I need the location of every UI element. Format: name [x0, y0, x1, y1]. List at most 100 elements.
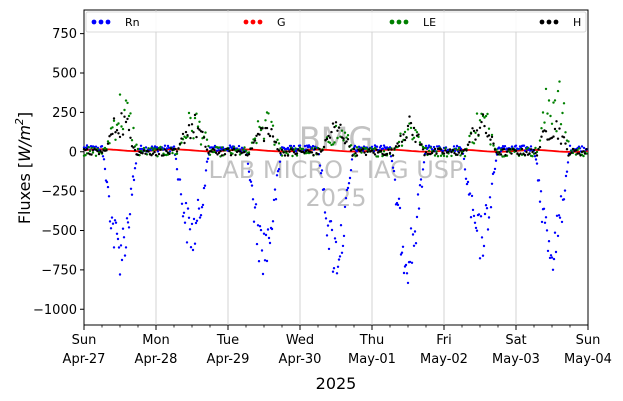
series-h-point [583, 152, 587, 155]
series-rn-point [421, 168, 425, 171]
series-le-point [333, 141, 336, 144]
series-h-point [348, 145, 351, 148]
y-axis-title-exp: 2 [13, 118, 26, 125]
y-tick-label-7: −1000 [33, 303, 77, 318]
series-le-point [244, 149, 248, 152]
series-rn-point [191, 248, 195, 252]
series-le-point [558, 80, 561, 83]
series-h-point [402, 133, 405, 136]
series-h-point [168, 152, 171, 156]
series-rn-point [337, 258, 341, 261]
series-rn-point [120, 258, 124, 262]
series-h-point [405, 136, 408, 139]
series-h-point [258, 133, 261, 136]
series-h-point [447, 150, 450, 154]
series-rn-point [469, 216, 473, 219]
series-h-point [430, 151, 434, 155]
series-rn-point [522, 144, 526, 147]
series-le-point [135, 143, 138, 146]
series-h-point [571, 147, 575, 151]
series-le-point [205, 138, 209, 141]
series-le-point [457, 146, 461, 150]
series-le-point [118, 93, 122, 96]
series-rn-point [193, 242, 197, 245]
series-h-point [540, 135, 543, 138]
series-h-point [111, 132, 114, 136]
series-le-point [399, 132, 402, 135]
series-le-point [435, 150, 438, 153]
series-h-point [157, 152, 161, 156]
series-rn-point [393, 178, 397, 181]
series-le-point [151, 149, 155, 152]
series-rn-point [202, 186, 206, 190]
series-le-point [94, 154, 98, 157]
series-h-point [279, 151, 282, 155]
series-le-point [127, 114, 131, 118]
series-rn-point [503, 145, 507, 148]
series-rn-point [197, 207, 201, 210]
series-rn-point [401, 245, 405, 248]
series-le-point [262, 137, 266, 140]
series-rn-point [175, 168, 179, 171]
series-rn-point [564, 174, 568, 178]
series-rn-point [237, 144, 241, 148]
series-le-point [331, 143, 335, 146]
series-layer [82, 80, 589, 285]
series-rn-point [339, 224, 343, 227]
series-rn-point [493, 167, 497, 171]
series-rn-point [534, 158, 538, 161]
series-le-point [270, 120, 273, 124]
series-rn-point [560, 220, 564, 224]
series-rn-point [413, 230, 417, 233]
series-h-point [330, 130, 333, 134]
series-rn-point [103, 167, 107, 171]
series-h-point [442, 152, 446, 155]
series-h-point [361, 148, 365, 151]
series-h-point [433, 147, 437, 151]
series-rn-point [395, 201, 399, 205]
series-h-point [124, 120, 128, 124]
series-h-point [556, 137, 560, 140]
series-le-point [193, 116, 197, 120]
series-rn-point [544, 216, 548, 219]
series-rn-point [422, 161, 426, 164]
series-le-point [418, 141, 422, 144]
series-h-point [406, 124, 410, 128]
series-h-point [193, 113, 197, 117]
series-h-point [504, 153, 507, 157]
x-tick-date-2: Apr-29 [207, 352, 250, 367]
series-le-point [112, 119, 116, 123]
series-le-point [547, 99, 551, 102]
series-h-point [565, 148, 569, 151]
series-h-point [186, 134, 189, 137]
series-h-point [220, 154, 224, 157]
series-rn-point [125, 217, 129, 220]
series-rn-point [418, 184, 422, 187]
y-axis-title-unit: W/m [15, 125, 34, 162]
series-rn-point [139, 144, 143, 147]
series-rn-point [548, 256, 552, 260]
series-le-point [342, 139, 345, 142]
series-rn-point [565, 170, 569, 173]
series-rn-point [130, 193, 134, 196]
series-le-point [192, 137, 195, 140]
series-h-point [346, 138, 350, 141]
series-h-point [373, 153, 377, 156]
series-le-point [136, 147, 140, 151]
series-le-point [403, 130, 407, 134]
series-h-point [493, 148, 497, 151]
series-rn-point [327, 247, 331, 251]
series-rn-point [190, 222, 194, 226]
legend-label-rn: Rn [125, 16, 140, 29]
series-h-point [171, 149, 174, 152]
series-h-point [558, 127, 561, 130]
legend-marker-le [389, 19, 395, 25]
series-le-point [489, 143, 492, 146]
series-h-point [303, 151, 306, 154]
series-le-point [564, 131, 567, 134]
y-axis-title: Fluxes [W/m2] [13, 112, 34, 224]
series-rn-point [119, 244, 123, 247]
series-rn-point [432, 145, 436, 149]
series-h-point [559, 142, 563, 145]
series-le-point [279, 147, 282, 150]
